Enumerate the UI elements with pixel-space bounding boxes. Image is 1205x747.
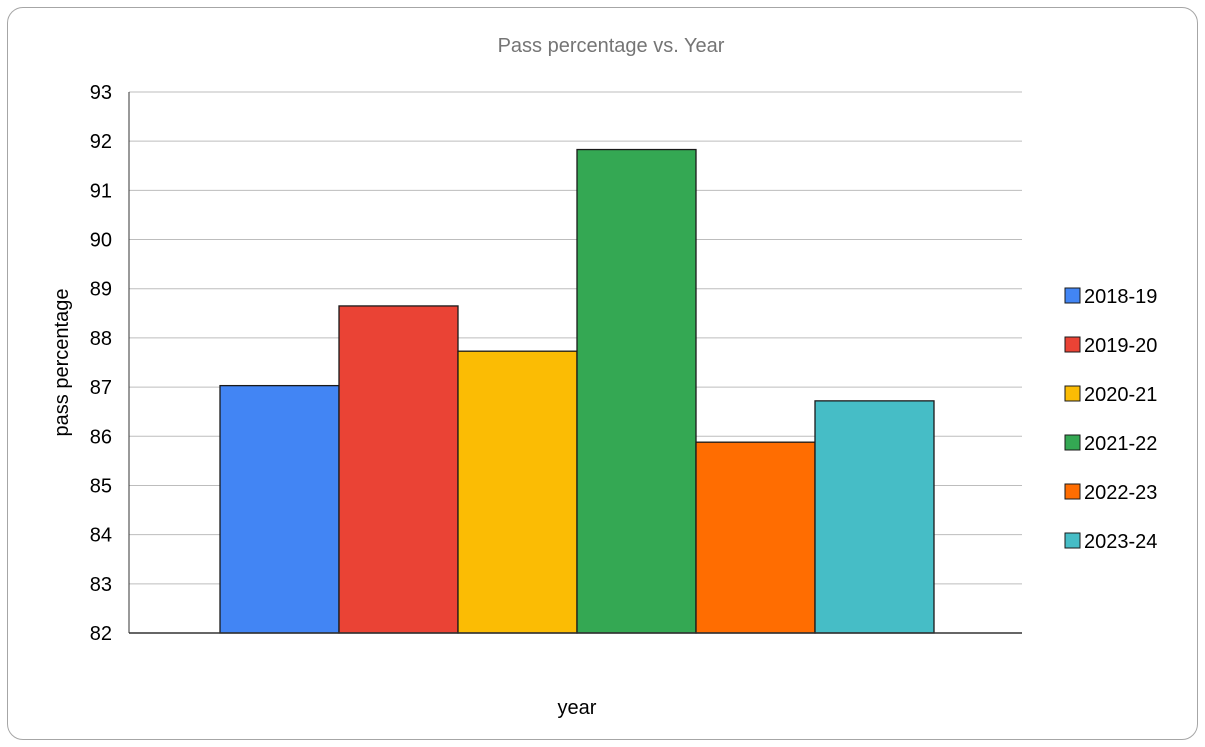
legend-label: 2019-20 — [1084, 335, 1157, 357]
legend-swatch — [1064, 385, 1081, 402]
bars — [219, 148, 935, 634]
bar-2023-24 — [814, 400, 935, 634]
y-tick-label: 84 — [90, 525, 112, 547]
legend-swatch — [1064, 483, 1081, 500]
y-tick-label: 87 — [90, 377, 112, 399]
bar-2021-22 — [576, 148, 697, 634]
y-tick-label: 89 — [90, 279, 112, 301]
legend-label: 2021-22 — [1084, 433, 1157, 455]
y-tick-label: 82 — [90, 623, 112, 645]
legend-swatch — [1064, 434, 1081, 451]
legend: 2018-19 2019-20 2020-21 2021-22 2022-23 2023-… — [1064, 286, 1157, 553]
y-tick-label: 90 — [90, 230, 112, 252]
legend-swatch — [1064, 532, 1081, 549]
legend-label: 2018-19 — [1084, 286, 1157, 308]
legend-label: 2022-23 — [1084, 482, 1157, 504]
y-tick-label: 91 — [90, 180, 112, 202]
bar-2019-20 — [338, 305, 459, 634]
bar-2022-23 — [695, 441, 816, 634]
legend-swatch — [1064, 336, 1081, 353]
x-axis-title: year — [558, 697, 597, 719]
y-tick-label: 88 — [90, 328, 112, 350]
legend-label: 2023-24 — [1084, 531, 1157, 553]
y-tick-label: 92 — [90, 131, 112, 153]
legend-item: 2022-23 — [1064, 482, 1157, 504]
legend-label: 2020-21 — [1084, 384, 1157, 406]
y-axis-ticks: 82 83 84 85 86 87 88 89 90 91 92 93 — [90, 82, 112, 645]
bar-2020-21 — [457, 350, 578, 634]
legend-item: 2020-21 — [1064, 384, 1157, 406]
legend-item: 2018-19 — [1064, 286, 1157, 308]
legend-item: 2023-24 — [1064, 531, 1157, 553]
y-tick-label: 85 — [90, 475, 112, 497]
bar-2018-19 — [219, 384, 340, 634]
y-tick-label: 83 — [90, 574, 112, 596]
legend-swatch — [1064, 287, 1081, 304]
legend-item: 2021-22 — [1064, 433, 1157, 455]
y-tick-label: 93 — [90, 82, 112, 104]
chart-title: Pass percentage vs. Year — [498, 35, 725, 57]
y-tick-label: 86 — [90, 426, 112, 448]
y-axis-title: pass percentage — [51, 289, 73, 437]
legend-item: 2019-20 — [1064, 335, 1157, 357]
